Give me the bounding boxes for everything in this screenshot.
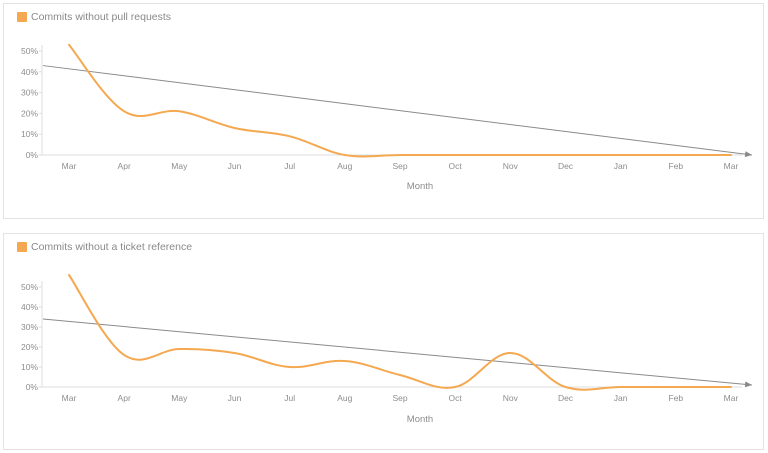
x-tick-label: May xyxy=(171,393,188,403)
x-tick-label: Dec xyxy=(558,393,574,403)
legend-label: Commits without a ticket reference xyxy=(31,241,193,253)
chart-legend[interactable]: Commits without a ticket reference xyxy=(17,241,192,253)
y-tick-label: 10% xyxy=(21,362,38,372)
x-tick-label: Mar xyxy=(724,161,739,171)
x-tick-label: Oct xyxy=(449,161,463,171)
x-tick-label: Jun xyxy=(228,161,242,171)
x-tick-label: Jul xyxy=(284,393,295,403)
x-tick-label: Jun xyxy=(228,393,242,403)
x-tick-label: Apr xyxy=(118,161,131,171)
y-tick-label: 30% xyxy=(21,88,38,98)
line-chart-ticket-reference: 0% 10% 20% 30% 40% 50% Mar Apr May Jun Jul Aug Sep Oc… xyxy=(21,274,753,425)
legend-label: Commits without pull requests xyxy=(31,11,172,23)
x-tick-label: Nov xyxy=(503,393,519,403)
x-tick-label: Mar xyxy=(724,393,739,403)
y-tick-label: 20% xyxy=(21,342,38,352)
x-tick-label: Jan xyxy=(614,161,628,171)
x-tick-label: Feb xyxy=(669,393,684,403)
y-tick-label: 0% xyxy=(26,382,39,392)
series-line xyxy=(68,274,732,391)
x-tick-label: Jul xyxy=(284,161,295,171)
y-tick-label: 40% xyxy=(21,67,38,77)
x-axis-title: Month xyxy=(407,414,433,425)
x-tick-label: Jan xyxy=(614,393,628,403)
trend-line xyxy=(42,65,753,158)
chart-panel-ticket-reference: Commits without a ticket reference 0% 10%… xyxy=(3,233,764,450)
x-tick-label: Aug xyxy=(337,161,352,171)
x-tick-label: Aug xyxy=(337,393,352,403)
x-tick-label: Dec xyxy=(558,161,574,171)
x-tick-label: Mar xyxy=(62,393,77,403)
y-tick-label: 0% xyxy=(26,150,39,160)
line-chart-pull-requests: 0% 10% 20% 30% 40% 50% Mar Apr May Jun Jul Aug Sep Oc… xyxy=(21,43,753,192)
legend-swatch-icon xyxy=(17,242,27,252)
x-tick-label: Oct xyxy=(449,393,463,403)
x-tick-label: Sep xyxy=(392,161,407,171)
trend-line xyxy=(42,318,753,388)
y-tick-label: 30% xyxy=(21,322,38,332)
y-tick-label: 20% xyxy=(21,108,38,118)
y-tick-label: 10% xyxy=(21,129,38,139)
chart-legend[interactable]: Commits without pull requests xyxy=(17,11,171,23)
x-axis-title: Month xyxy=(407,181,433,192)
y-tick-label: 50% xyxy=(21,46,38,56)
x-tick-label: May xyxy=(171,161,188,171)
x-tick-label: Feb xyxy=(669,161,684,171)
y-tick-label: 50% xyxy=(21,282,38,292)
x-tick-label: Apr xyxy=(118,393,131,403)
legend-swatch-icon xyxy=(17,12,27,22)
y-tick-label: 40% xyxy=(21,302,38,312)
x-tick-label: Nov xyxy=(503,161,519,171)
x-tick-label: Mar xyxy=(62,161,77,171)
x-tick-label: Sep xyxy=(392,393,407,403)
chart-panel-pull-requests: Commits without pull requests 0% 10% 20% 30… xyxy=(3,3,764,219)
